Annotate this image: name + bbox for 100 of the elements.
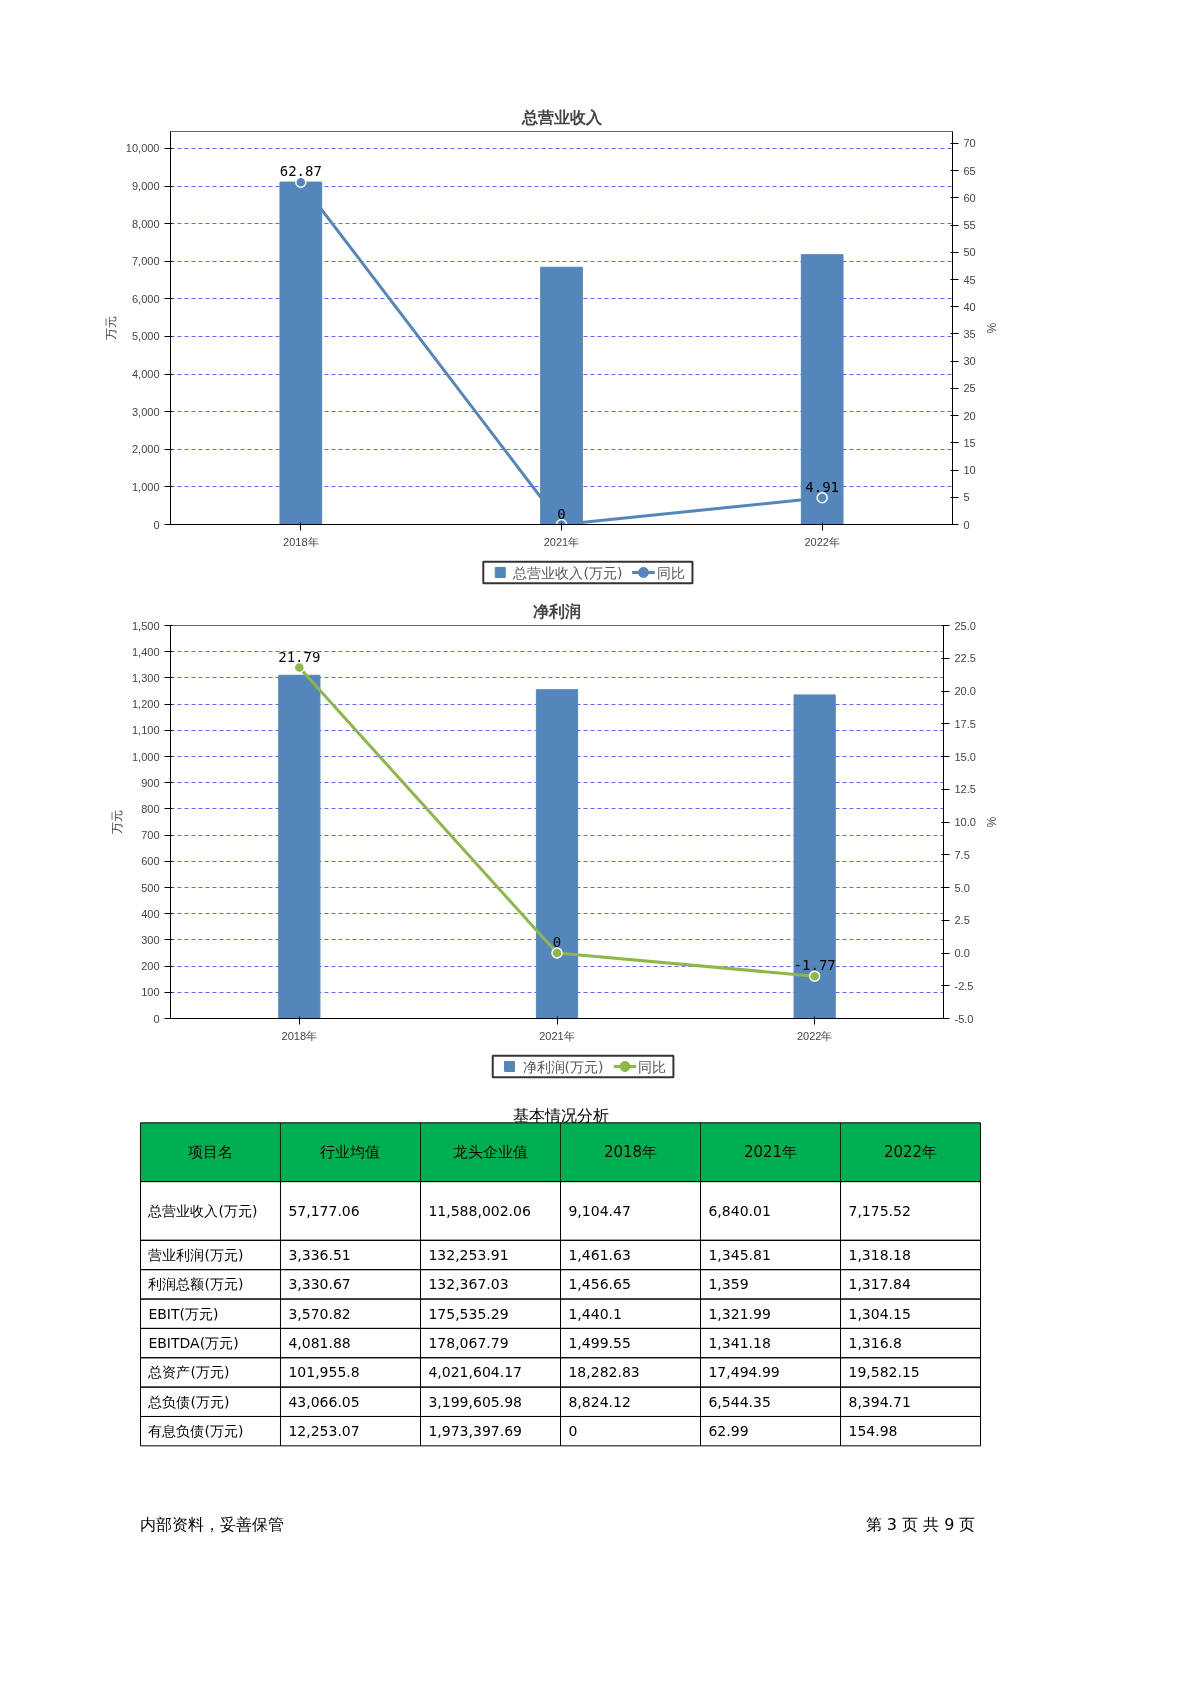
text: 1,440.1 [568,1305,622,1322]
text: 内部资料，妥善保管 [140,1514,285,1534]
y-tick-label: 400 [141,907,160,920]
y2-tick-label: 55 [963,219,976,232]
y2-tick-label: 15 [963,436,976,449]
y-tick-label: 4,000 [131,368,160,381]
text: 1,499.55 [568,1335,631,1352]
y2-tick-label: 5 [963,491,970,504]
text: 8,824.12 [568,1393,631,1410]
data-label: 21.79 [278,648,321,665]
y2-tick-label: 0 [963,518,970,531]
legend-label: 同比 [638,1058,667,1075]
text: 第 3 页 共 9 页 [865,1514,976,1534]
y-tick-label: 6,000 [131,292,160,305]
text: 57,177.06 [288,1202,360,1219]
y-tick-label: 1,200 [131,698,160,711]
y2-tick-label: 25.0 [954,619,976,632]
y-tick-label: 700 [141,829,160,842]
text: 132,367.03 [428,1276,509,1293]
text: 4,081.88 [288,1335,351,1352]
y-tick-label: 1,000 [131,480,160,493]
y-tick-label: 100 [141,986,160,999]
category-label: 总资产(万元) [148,1364,230,1381]
text: 0 [568,1423,578,1440]
chart-title: 总营业收入 [520,107,603,127]
y-tick-label: 1,500 [131,619,160,632]
y2-tick-label: 15.0 [954,750,976,763]
category-label: 龙头企业值 [453,1143,528,1162]
x-tick-label: 2018年 [281,1029,318,1042]
y2-axis-title: % [983,322,998,334]
y2-tick-label: 25 [963,382,976,395]
y-tick-label: 0 [153,518,160,531]
text: 1,317.84 [848,1276,911,1293]
text: 1,321.99 [708,1305,771,1322]
data-label: 0 [552,934,562,950]
data-label: 4.91 [805,478,840,495]
point [551,947,563,959]
text: 6,840.01 [708,1202,771,1219]
text: 43,066.05 [288,1393,360,1410]
legend-label: 总营业收入(万元) [512,564,623,581]
data-label: -1.77 [793,957,836,974]
text: 101,955.8 [288,1364,360,1381]
y2-tick-label: 35 [963,327,976,340]
text: 175,535.29 [428,1305,509,1322]
point [808,970,821,982]
y-tick-label: 900 [141,776,160,789]
y2-tick-label: 10.0 [954,816,976,828]
data-label: 0 [557,505,566,522]
text: 18,282.83 [568,1364,640,1381]
text: 178,067.79 [428,1335,509,1352]
x-tick-label: 2021年 [539,1029,575,1042]
text: 62.99 [708,1423,749,1440]
category-label: EBITDA(万元) [148,1335,239,1352]
y2-tick-label: 22.5 [954,652,976,665]
category-label: 营业利润(万元) [148,1246,244,1263]
text: 6,544.35 [708,1393,771,1410]
text: 7,175.52 [848,1202,911,1219]
y2-tick-label: 0.0 [954,947,970,959]
y2-tick-label: 30 [963,355,976,368]
category-label: 行业均值 [320,1143,381,1162]
y-tick-label: 1,100 [131,724,160,737]
y2-tick-label: 70 [963,137,976,150]
y-tick-label: 1,400 [131,645,160,658]
text: 17,494.99 [708,1364,780,1381]
y2-tick-label: 7.5 [954,848,970,861]
y2-tick-label: 5.0 [954,881,970,894]
text: 1,345.81 [708,1246,771,1263]
category-label: 项目名 [187,1143,233,1162]
category-label: 2022年 [883,1143,938,1162]
legend-label: 净利润(万元) [522,1058,604,1075]
category-label: 有息负债(万元) [148,1423,244,1440]
y2-tick-label: 60 [963,191,976,204]
text: 1,304.15 [848,1305,911,1322]
y2-tick-label: 40 [963,300,976,313]
y-tick-label: 5,000 [131,330,160,343]
text: 1,973,397.69 [428,1423,522,1440]
y-tick-label: 800 [141,802,160,815]
y2-tick-label: 20.0 [954,685,976,697]
text: 1,359 [708,1276,749,1293]
text: 3,199,605.98 [428,1393,522,1410]
y-tick-label: 2,000 [131,443,160,456]
y-axis-title: 万元 [103,316,118,340]
y2-axis-title: % [983,816,998,828]
y-tick-label: 300 [141,933,160,946]
category-label: 2021年 [743,1143,798,1162]
text: 19,582.15 [848,1364,920,1381]
text: 3,336.51 [288,1246,351,1263]
text: 1,316.8 [848,1335,902,1352]
category-label: 利润总额(万元) [148,1276,244,1293]
text: 1,318.18 [848,1246,911,1263]
y-tick-label: 0 [153,1012,160,1025]
y-tick-label: 200 [141,960,160,973]
text: 9,104.47 [568,1202,631,1219]
text: 154.98 [848,1423,898,1440]
y2-tick-label: 45 [963,273,976,286]
chart-title: 净利润 [533,601,581,621]
y2-tick-label: 20 [963,409,976,422]
y-axis-title: 万元 [109,810,124,834]
y-tick-label: 1,000 [131,750,160,763]
x-tick-label: 2018年 [283,535,319,548]
